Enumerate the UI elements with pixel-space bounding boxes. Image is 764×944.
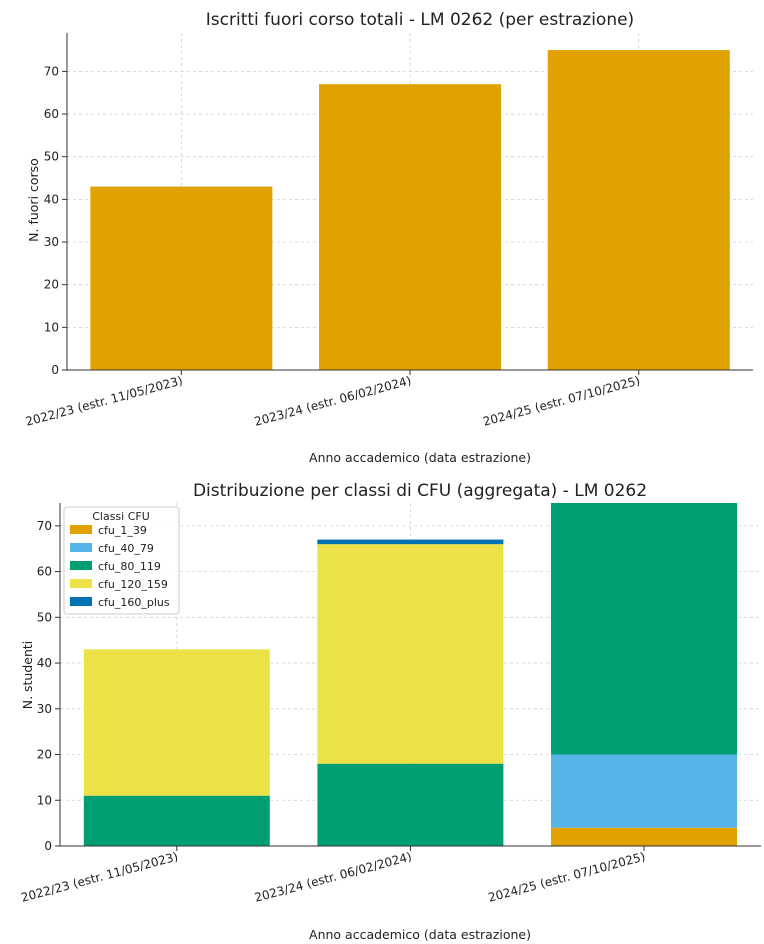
chart1-xtick-label: 2022/23 (estr. 11/05/2023) [24,373,184,428]
chart1-ytick-label: 60 [44,107,59,121]
chart2-ylabel: N. studenti [20,641,35,710]
chart2-bar-segment-cfu_1_39 [551,827,737,846]
chart2-legend: Classi CFU cfu_1_39 cfu_40_79 cfu_80_119cf… [63,506,180,615]
legend-swatch-cfu_120_159 [70,579,92,588]
chart2-ytick-label: 30 [37,702,52,716]
chart1-xlabel: Anno accademico (data estrazione) [309,450,531,465]
chart1-title: Iscritti fuori corso totali - LM 0262 (p… [206,10,634,30]
legend-label-cfu_1_39: cfu_1_39 [98,524,147,537]
legend-swatch-cfu_1_39 [70,525,92,534]
chart2-bar-segment-cfu_80_119 [317,763,504,846]
chart2-bar-segment-cfu_120_159 [317,544,504,764]
chart1-bar [547,50,730,370]
chart2-bar-segment-cfu_120_159 [83,649,270,796]
chart1-ytick-label: 10 [44,320,59,334]
chart2-title: Distribuzione per classi di CFU (aggrega… [193,481,647,501]
chart1-xtick-label: 2024/25 (estr. 07/10/2025) [481,373,641,428]
chart1-ytick-label: 30 [44,235,59,249]
chart1-xtick-label: 2023/24 (estr. 06/02/2024) [253,373,413,428]
chart1-bar [90,186,273,370]
legend-label-cfu_40_79: cfu_40_79 [98,542,154,555]
chart2-xtick-label: 2024/25 (estr. 07/10/2025) [487,849,647,904]
chart2-bar-segment-cfu_40_79 [551,754,737,828]
chart2-ytick-label: 20 [37,748,52,762]
chart1-ytick-label: 70 [44,64,59,78]
chart2-xtick-label: 2023/24 (estr. 06/02/2024) [253,849,413,904]
chart2-ytick-label: 50 [37,610,52,624]
chart2-ytick-label: 70 [37,519,52,533]
legend-swatch-cfu_80_119 [70,561,92,570]
chart1-ytick-label: 0 [51,363,59,377]
chart1-ytick-label: 40 [44,192,59,206]
legend-swatch-cfu_40_79 [70,543,92,552]
chart2-ytick-label: 40 [37,656,52,670]
chart2-ytick-label: 0 [44,839,52,853]
legend-label-cfu_120_159: cfu_120_159 [98,578,168,591]
chart2-xlabel: Anno accademico (data estrazione) [309,927,531,942]
chart1-ytick-label: 50 [44,150,59,164]
chart2-bar-segment-cfu_80_119 [551,503,737,755]
chart2-xtick-label: 2022/23 (estr. 11/05/2023) [19,849,179,904]
legend-label-cfu_160_plus: cfu_160_plus [98,596,170,609]
chart2-bar-segment-cfu_160_plus [317,539,504,545]
legend-label-cfu_80_119: cfu_80_119 [98,560,161,573]
chart2-ytick-label: 60 [37,565,52,579]
chart1-ytick-label: 20 [44,278,59,292]
chart1-bar [319,84,502,370]
chart1-ylabel: N. fuori corso [26,158,41,242]
legend-title: Classi CFU [92,510,150,523]
chart2-bar-segment-cfu_80_119 [83,795,270,846]
legend-swatch-cfu_160_plus [70,597,92,606]
legend-box [63,506,180,615]
chart2-ytick-label: 10 [37,793,52,807]
